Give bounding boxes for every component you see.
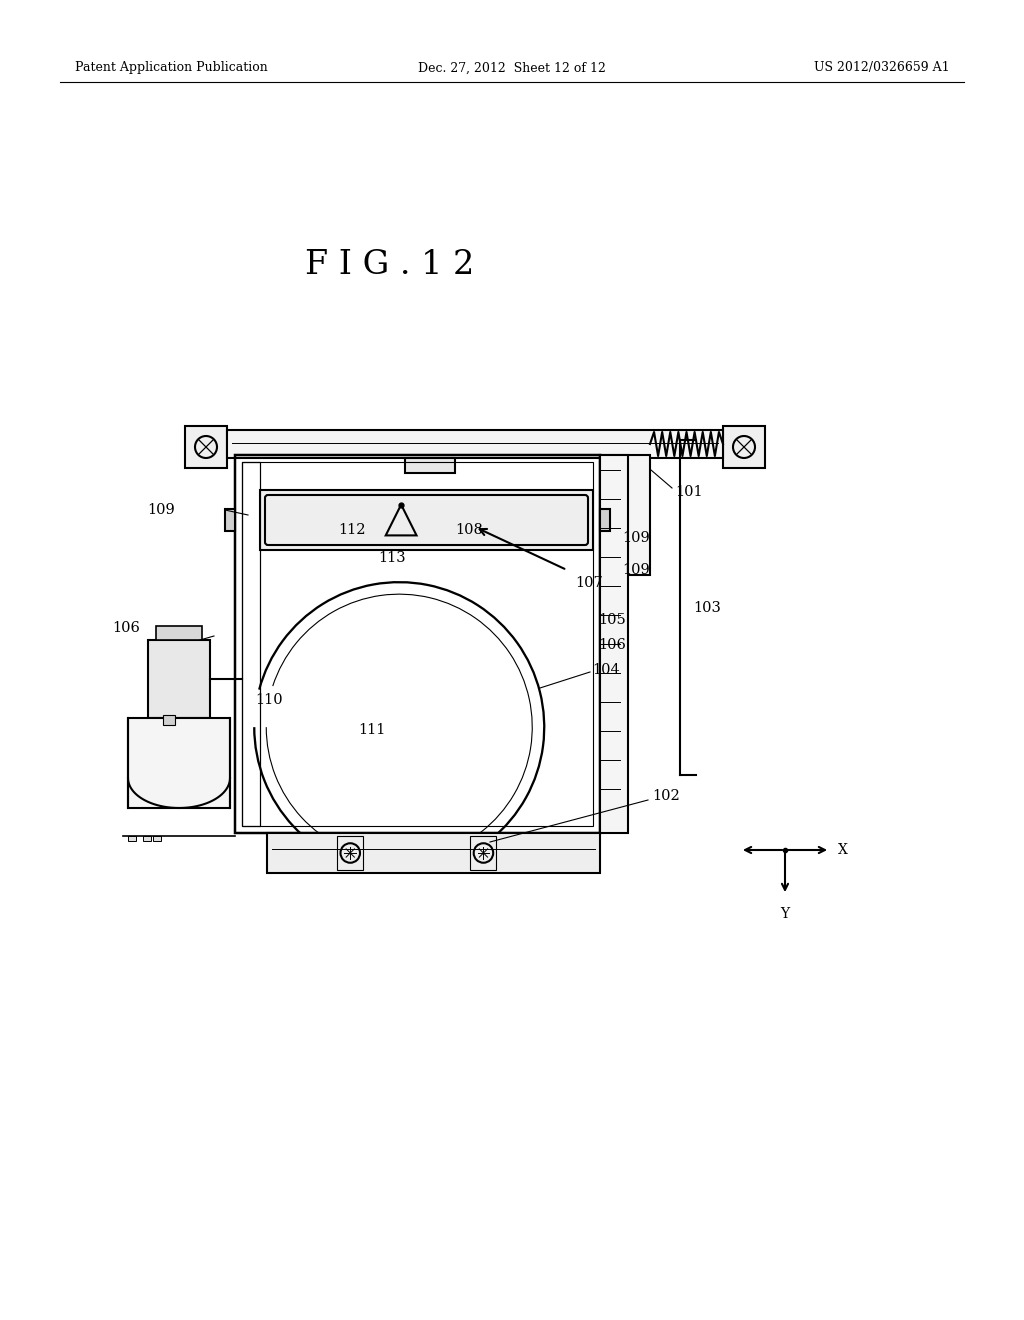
Bar <box>337 836 364 870</box>
Bar <box>267 833 600 873</box>
Bar <box>185 426 227 469</box>
Text: 109: 109 <box>147 503 175 517</box>
Bar <box>242 462 260 826</box>
Bar <box>156 626 202 640</box>
Text: 112: 112 <box>338 523 366 537</box>
Text: 104: 104 <box>592 663 620 677</box>
Text: 109: 109 <box>622 564 650 577</box>
Bar <box>600 455 628 833</box>
Bar <box>163 715 175 725</box>
Text: F I G . 1 2: F I G . 1 2 <box>305 249 475 281</box>
Bar <box>128 718 230 808</box>
Bar <box>143 836 151 841</box>
Bar <box>225 510 234 531</box>
Text: 106: 106 <box>598 638 626 652</box>
Bar <box>470 836 497 870</box>
Text: Y: Y <box>780 907 790 921</box>
Text: Patent Application Publication: Patent Application Publication <box>75 62 267 74</box>
Text: 110: 110 <box>255 693 283 708</box>
Bar <box>227 430 723 458</box>
Bar <box>600 455 650 576</box>
Bar <box>128 836 136 841</box>
Text: Dec. 27, 2012  Sheet 12 of 12: Dec. 27, 2012 Sheet 12 of 12 <box>418 62 606 74</box>
Bar <box>723 426 765 469</box>
Text: 102: 102 <box>652 789 680 803</box>
Text: 107: 107 <box>575 576 603 590</box>
Bar <box>600 510 610 531</box>
Text: 111: 111 <box>358 723 385 737</box>
Bar <box>242 462 593 826</box>
Text: 108: 108 <box>455 523 483 537</box>
Text: X: X <box>838 843 848 857</box>
Bar <box>242 462 260 826</box>
Bar <box>234 455 600 833</box>
Bar <box>406 458 455 473</box>
Text: 106: 106 <box>112 620 140 635</box>
Text: 105: 105 <box>598 612 626 627</box>
Text: 103: 103 <box>693 601 721 615</box>
Text: 109: 109 <box>622 531 650 545</box>
Text: 113: 113 <box>378 550 406 565</box>
Bar <box>153 836 161 841</box>
Bar <box>148 640 210 718</box>
Text: US 2012/0326659 A1: US 2012/0326659 A1 <box>814 62 950 74</box>
Bar <box>260 490 593 550</box>
Text: 101: 101 <box>675 484 702 499</box>
